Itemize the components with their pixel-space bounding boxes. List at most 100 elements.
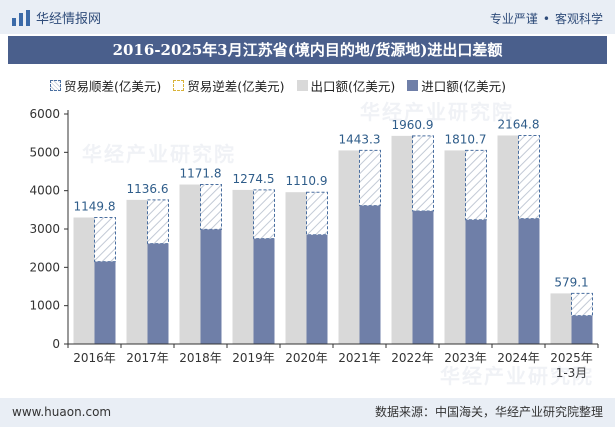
y-tick-label: 2000: [29, 260, 60, 274]
export-bar: [497, 135, 519, 344]
x-tick-label-line: 2022年: [391, 351, 434, 365]
surplus-bar: [94, 217, 116, 263]
x-tick-label: 2016年: [73, 351, 116, 365]
y-tick-label: 3000: [29, 222, 60, 236]
x-tick-label: 2022年: [391, 351, 434, 365]
surplus-data-label: 1960.9: [392, 118, 434, 132]
legend-import-swatch: [407, 80, 419, 91]
x-tick-label: 2018年: [179, 351, 222, 365]
legend-export-label: 出口额(亿美元): [310, 79, 396, 94]
surplus-data-label: 1136.6: [127, 182, 169, 196]
surplus-data-label: 1110.9: [286, 174, 328, 188]
y-axis: 0 1000 2000 3000 4000 5000 6000: [29, 107, 69, 351]
tagline-right: 客观科学: [554, 12, 603, 26]
logo-icon: [12, 9, 30, 26]
legend-item-deficit: 贸易逆差(亿美元): [173, 76, 285, 95]
surplus-data-label: 579.1: [554, 275, 588, 289]
export-bar: [126, 199, 148, 344]
x-tick-label-line: 1-3月: [556, 366, 588, 380]
surplus-bar: [518, 134, 540, 220]
surplus-bar: [571, 292, 593, 317]
export-bar: [550, 293, 572, 344]
import-bar: [147, 243, 169, 344]
legend-item-import: 进口额(亿美元): [407, 76, 506, 95]
legend-surplus-swatch: [50, 80, 61, 91]
import-bar: [253, 238, 275, 344]
site-link[interactable]: www.huaon.com: [12, 405, 112, 419]
footer: www.huaon.com 数据来源：中国海关，华经产业研究院整理: [0, 398, 615, 427]
x-tick-label-line: 2017年: [126, 351, 169, 365]
surplus-data-label: 2164.8: [498, 117, 540, 131]
import-bar: [359, 205, 381, 344]
watermark: 华经产业研究院: [82, 142, 236, 166]
data-source: 数据来源：中国海关，华经产业研究院整理: [374, 405, 603, 419]
x-tick-label: 2021年: [338, 351, 381, 365]
y-tick-label: 1000: [29, 299, 60, 313]
import-bar: [200, 229, 222, 344]
chart-title: 2016-2025年3月江苏省(境内目的地/货源地)进出口差额: [8, 36, 607, 64]
import-bar: [306, 234, 328, 344]
surplus-bar: [465, 149, 487, 221]
export-bar: [285, 192, 307, 344]
export-bar: [391, 135, 413, 344]
surplus-bar: [253, 189, 275, 240]
x-tick-label: 2017年: [126, 351, 169, 365]
legend-deficit-swatch: [173, 80, 185, 91]
x-tick-label: 2019年: [232, 351, 275, 365]
import-bar: [94, 261, 116, 344]
surplus-bar: [412, 135, 434, 212]
export-bar: [338, 150, 360, 344]
import-bar: [518, 218, 540, 344]
surplus-bar: [359, 149, 381, 207]
import-bar: [412, 210, 434, 344]
watermark: 华经产业研究院: [360, 100, 514, 124]
surplus-data-label: 1443.3: [339, 132, 381, 146]
surplus-bar: [147, 199, 169, 245]
export-bar: [232, 189, 254, 344]
x-tick-label-line: 2021年: [338, 351, 381, 365]
surplus-data-label: 1171.8: [180, 167, 222, 181]
brand-name: 华经情报网: [36, 12, 102, 27]
legend-surplus-label: 贸易顺差(亿美元): [64, 79, 162, 94]
y-tick-label: 4000: [29, 184, 60, 198]
tagline-left: 专业严谨: [489, 12, 538, 26]
export-bar: [444, 150, 466, 344]
separator-dot-icon: •: [542, 12, 550, 26]
x-tick-label-line: 2018年: [179, 351, 222, 365]
x-tick-label: 2020年: [285, 351, 328, 365]
x-tick-label-line: 2025年: [550, 351, 593, 365]
x-tick-label: 2024年: [497, 351, 540, 365]
surplus-data-label: 1149.8: [74, 200, 116, 214]
x-tick-label-line: 2024年: [497, 351, 540, 365]
watermark: 华经产业研究院: [440, 364, 594, 388]
surplus-data-label: 1274.5: [233, 172, 275, 186]
brand[interactable]: 华经情报网: [12, 8, 101, 27]
y-tick-label: 6000: [29, 107, 60, 121]
legend-deficit-label: 贸易逆差(亿美元): [187, 79, 285, 94]
bars: 1149.8 1136.6 1171.8 1274.5 1110.9 1443.3 1960…: [73, 117, 593, 344]
import-bar: [465, 219, 487, 344]
legend-item-export: 出口额(亿美元): [296, 76, 396, 95]
header-bar: 华经情报网 专业严谨 • 客观科学: [0, 0, 615, 34]
y-tick-label: 0: [52, 337, 60, 351]
import-bar: [571, 315, 593, 344]
surplus-bar: [200, 184, 222, 230]
y-tick-label: 5000: [29, 145, 60, 159]
export-bar: [179, 184, 201, 344]
legend-item-surplus: 贸易顺差(亿美元): [50, 76, 161, 95]
export-bar: [73, 217, 95, 344]
x-tick-label: 2025年 1-3月: [550, 351, 593, 380]
surplus-bar: [306, 191, 328, 236]
surplus-data-label: 1810.7: [445, 132, 487, 146]
tagline: 专业严谨 • 客观科学: [490, 10, 603, 27]
x-tick-label-line: 2016年: [73, 351, 116, 365]
x-tick-label-line: 2023年: [444, 351, 487, 365]
legend-export-swatch: [296, 80, 308, 91]
chart-legend: 贸易顺差(亿美元) 贸易逆差(亿美元) 出口额(亿美元) 进口额(亿美元): [50, 76, 518, 95]
x-axis: 2016年 2017年 2018年 2019年 2020年 2021年 2022年 2023年…: [67, 343, 599, 380]
x-tick-label: 2023年: [444, 351, 487, 365]
x-tick-label-line: 2019年: [232, 351, 275, 365]
x-tick-label-line: 2020年: [285, 351, 328, 365]
legend-import-label: 进口额(亿美元): [421, 79, 507, 94]
